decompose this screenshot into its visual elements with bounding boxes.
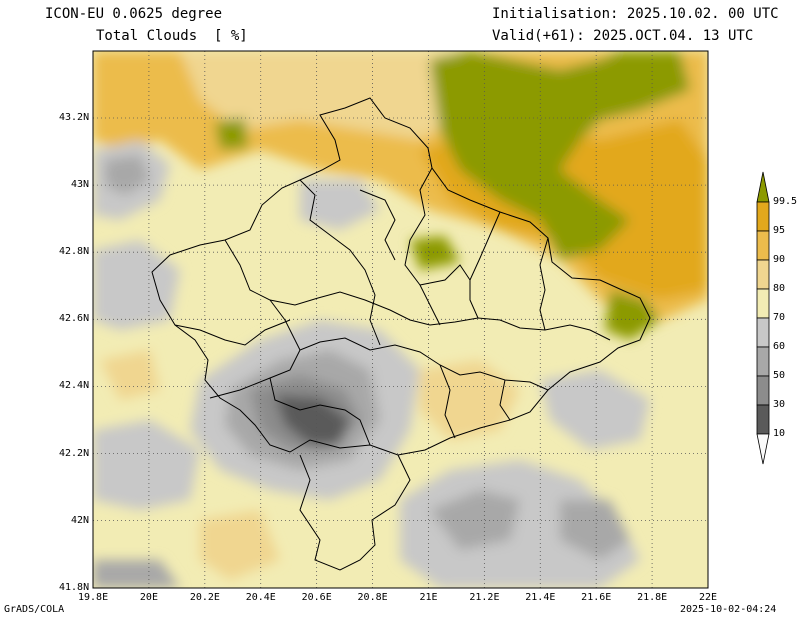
olive-spot-center — [410, 236, 460, 270]
lat-tick-label: 42N — [71, 514, 90, 526]
gray-region-east — [540, 370, 650, 450]
colorbar — [756, 171, 770, 465]
gray-core-southeast-2 — [560, 500, 630, 560]
olive-spot-west — [215, 118, 248, 150]
colorbar-level-label: 95 — [773, 225, 786, 236]
lat-tick-label: 43.2N — [59, 112, 90, 123]
colorbar-level-label: 60 — [773, 341, 786, 352]
lon-tick-label: 21E — [419, 592, 438, 603]
admin-line-11 — [269, 377, 371, 446]
variable-title: Total Clouds [ %] — [96, 28, 248, 44]
colorbar-segment — [756, 230, 770, 261]
admin-line-4 — [404, 167, 441, 326]
lon-tick-label: 21.8E — [637, 592, 668, 603]
colorbar-level-label: 80 — [773, 283, 786, 294]
gray-core-west — [105, 155, 150, 195]
colorbar-level-label: 50 — [773, 370, 786, 381]
lon-tick-label: 21.4E — [525, 592, 556, 603]
admin-borders — [151, 97, 651, 571]
colorbar-level-label: 70 — [773, 312, 786, 323]
valid-time: Valid(+61): 2025.OCT.04. 13 UTC — [492, 28, 754, 44]
lat-tick-label: 42.4N — [59, 380, 90, 392]
admin-line-10 — [499, 379, 511, 421]
colorbar-level-label: 90 — [773, 254, 786, 265]
colorbar-segment — [756, 259, 770, 290]
gray-region-southwest-corner — [93, 560, 180, 588]
colorbar-bottom-arrow — [756, 433, 770, 465]
gray-region-north-center — [300, 180, 380, 230]
lon-tick-label: 20.6E — [301, 592, 332, 603]
credit-label: GrADS/COLA — [4, 604, 65, 615]
admin-line-12 — [359, 189, 396, 261]
colorbar-segment — [756, 404, 770, 435]
lon-tick-label: 19.8E — [78, 592, 109, 603]
lon-tick-label: 20E — [139, 592, 158, 603]
model-title: ICON-EU 0.0625 degree — [45, 6, 223, 22]
colorbar-segment — [756, 288, 770, 319]
tan-region-south — [200, 510, 280, 580]
colorbar-segment — [756, 375, 770, 406]
gray-region-southeast — [400, 460, 640, 588]
admin-line-8 — [174, 319, 291, 346]
lat-tick-label: 42.6N — [59, 313, 90, 325]
admin-line-9 — [439, 364, 456, 439]
lon-tick-label: 22E — [699, 592, 718, 603]
grid-lines — [93, 51, 708, 588]
lat-tick-label: 43N — [71, 179, 90, 191]
timestamp-label: 2025-10-02-04:24 — [680, 604, 777, 615]
gray-region-west-mid — [93, 240, 180, 330]
admin-line-3 — [299, 179, 381, 346]
admin-line-6 — [539, 237, 549, 331]
colorbar-level-label: 10 — [773, 428, 786, 439]
lon-tick-label: 20.2E — [189, 592, 220, 603]
tan-region-central — [420, 360, 520, 440]
colorbar-level-label: 99.5 — [773, 196, 798, 207]
lon-tick-label: 21.2E — [469, 592, 500, 603]
gray-region-southwest — [93, 420, 200, 510]
olive-region-north — [430, 51, 690, 260]
admin-line-7 — [224, 239, 301, 351]
colorbar-segment — [756, 317, 770, 348]
admin-line-5 — [469, 211, 501, 319]
olive-spot-east — [605, 290, 660, 340]
lon-tick-label: 20.8E — [357, 592, 388, 603]
lon-tick-label: 20.4E — [245, 592, 276, 603]
admin-line-13 — [419, 264, 471, 286]
plot-frame — [92, 50, 709, 589]
admin-line-2 — [269, 291, 611, 341]
colorbar-segment — [756, 201, 770, 232]
gray-core-southeast — [430, 490, 520, 550]
lat-tick-label: 42.2N — [59, 447, 90, 459]
border-south-lobe — [299, 454, 411, 571]
lon-tick-label: 21.6E — [581, 592, 612, 603]
colorbar-top-arrow — [756, 171, 770, 203]
lat-tick-label: 41.8N — [59, 582, 90, 593]
country-border-main — [151, 97, 651, 456]
lat-tick-label: 42.8N — [59, 246, 90, 258]
tan-region-west — [100, 350, 160, 400]
colorbar-level-label: 30 — [773, 399, 786, 410]
admin-line-1 — [209, 337, 549, 399]
colorbar-segment — [756, 346, 770, 377]
init-time: Initialisation: 2025.10.02. 00 UTC — [492, 6, 779, 22]
